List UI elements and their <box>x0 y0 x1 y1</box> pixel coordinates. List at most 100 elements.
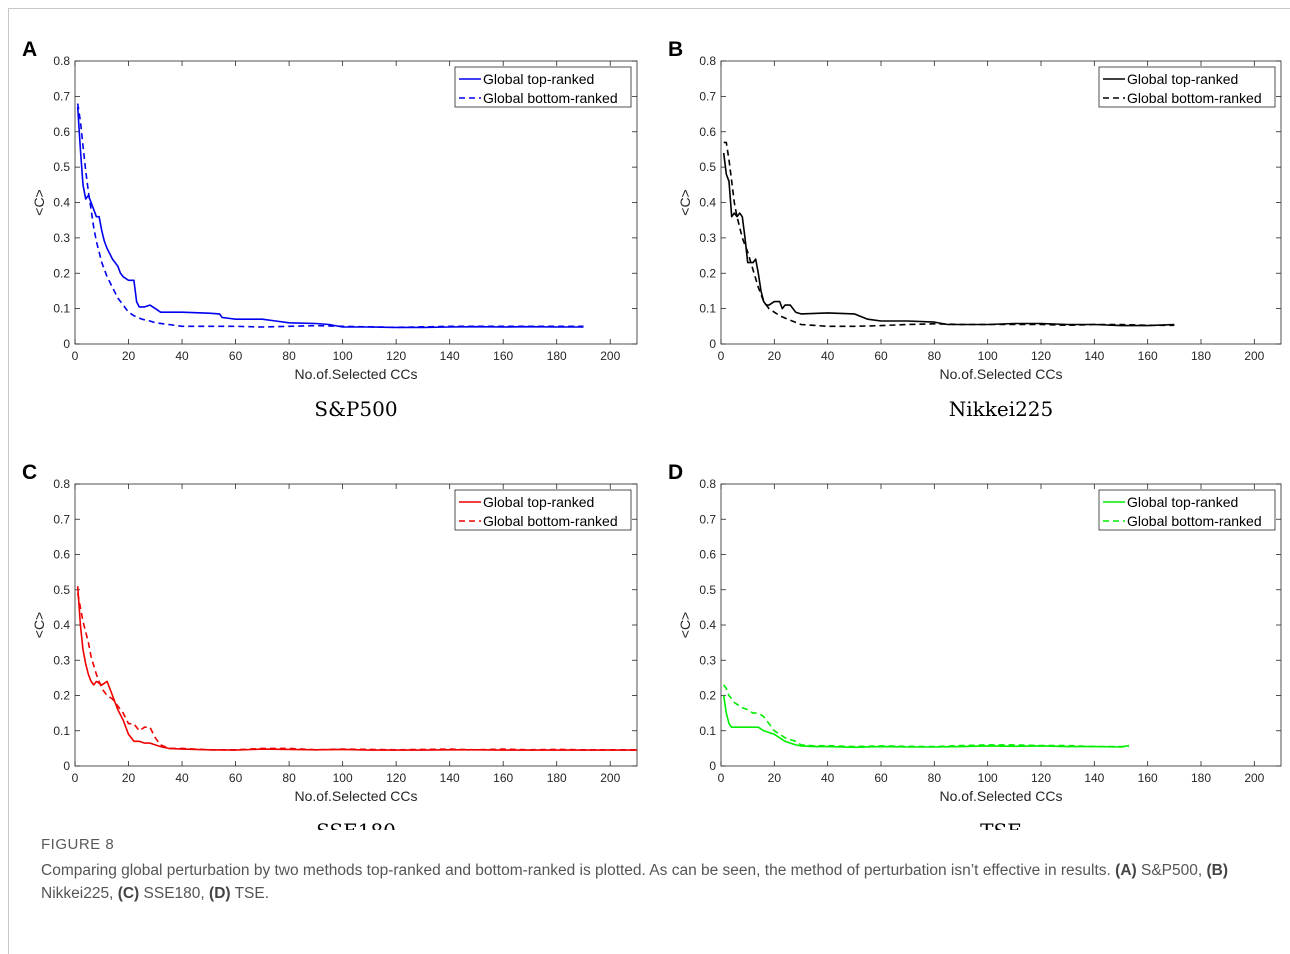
caption-part-d: TSE. <box>234 885 270 902</box>
panel-c-legend-label-top-ranked: Global top-ranked <box>483 494 594 510</box>
panel-a-ytick-label: 0.4 <box>53 196 70 210</box>
panel-a-legend-label-bottom-ranked: Global bottom-ranked <box>483 90 618 106</box>
panel-d-xtick-label: 160 <box>1138 771 1158 785</box>
caption-text: Comparing global perturbation by two met… <box>41 859 1271 905</box>
panel-b-ytick-label: 0.7 <box>699 89 716 103</box>
panel-c-ytick-label: 0 <box>63 759 70 773</box>
panel-c-xtick-label: 160 <box>493 771 513 785</box>
panel-a-xtick-label: 20 <box>122 349 136 363</box>
panel-a: A 0 20 40 60 80 100 120 140 160 180 200 0 0.1 0.2 0.3 0.… <box>22 38 638 421</box>
panel-c-xtick-label: 80 <box>282 771 296 785</box>
panel-c-ylabel: <C> <box>31 612 47 638</box>
panel-b-series-bottom-ranked-line <box>723 141 1175 328</box>
panel-a-ytick-label: 0 <box>63 337 70 351</box>
panel-a-ytick-label: 0.7 <box>53 89 70 103</box>
panel-c-xtick-label: 40 <box>175 771 189 785</box>
panel-d-xtick-label: 100 <box>978 771 998 785</box>
panel-a-axes-box <box>74 60 638 345</box>
panel-b-xtick-label: 160 <box>1138 349 1158 363</box>
panel-a-series-bottom-ranked-line <box>76 103 584 329</box>
caption-tag-c: (C) <box>117 885 140 902</box>
panel-b-ytick-label: 0.1 <box>699 302 716 316</box>
panel-c-xtick-label: 120 <box>386 771 406 785</box>
panel-a-xtick-label: 40 <box>175 349 189 363</box>
panel-d-letter: D <box>668 461 683 484</box>
panel-a-letter: A <box>22 38 37 61</box>
panel-d-ytick-label: 0.5 <box>699 583 716 597</box>
panel-b-ytick-label: 0.5 <box>699 160 716 174</box>
panel-d-legend-label-bottom-ranked: Global bottom-ranked <box>1127 513 1262 529</box>
panel-b-xtick-label: 80 <box>928 349 942 363</box>
panel-a-xtick-label: 160 <box>493 349 513 363</box>
panel-a-xtick-label: 180 <box>547 349 567 363</box>
panel-a-legend-box <box>454 66 632 108</box>
panel-c-ytick-label: 0.7 <box>53 512 70 526</box>
panel-c-xtick-label: 60 <box>229 771 243 785</box>
panel-b-xtick-label: 20 <box>768 349 782 363</box>
panel-b-ytick-label: 0.3 <box>699 231 716 245</box>
panel-b-legend-label-top-ranked: Global top-ranked <box>1127 71 1238 87</box>
panel-c-letter: C <box>22 461 37 484</box>
panel-d-xtick-label: 40 <box>821 771 835 785</box>
panel-c-ytick-label: 0.1 <box>53 724 70 738</box>
panel-a-ytick-label: 0.5 <box>53 160 70 174</box>
panel-d-xtick-label: 140 <box>1084 771 1104 785</box>
panel-c-xtick-label: 0 <box>72 771 79 785</box>
panel-d-ytick-label: 0.4 <box>699 618 716 632</box>
panel-c-ytick-label: 0.5 <box>53 583 70 597</box>
panel-b-legend-box <box>1098 66 1276 108</box>
panel-a-ytick-label: 0.8 <box>53 54 70 68</box>
panel-c: C 0 20 40 60 80 100 120 140 160 180 200 0 0.1 0.2 0.3 0.… <box>22 461 638 830</box>
panel-b-letter: B <box>668 38 683 61</box>
panel-d-legend-label-top-ranked: Global top-ranked <box>1127 494 1238 510</box>
panel-b-series-top-ranked-line <box>722 152 1175 327</box>
caption-part-b: Nikkei225, <box>41 885 114 902</box>
panel-b-ytick-label: 0.2 <box>699 266 716 280</box>
panel-c-ytick-label: 0.2 <box>53 689 70 703</box>
panel-b-xtick-label: 120 <box>1031 349 1051 363</box>
panel-b-xtick-label: 40 <box>821 349 835 363</box>
panel-d-xtick-label: 80 <box>928 771 942 785</box>
panel-c-ytick-label: 0.4 <box>53 618 70 632</box>
panel-d: D 0 20 40 60 80 100 120 140 160 180 200 0 0.1 0.2 0.3 0.… <box>668 461 1282 830</box>
panel-a-xtick-label: 120 <box>386 349 406 363</box>
panel-a-ytick-label: 0.2 <box>53 266 70 280</box>
panel-a-xtick-label: 60 <box>229 349 243 363</box>
panel-a-ytick-label: 0.6 <box>53 125 70 139</box>
panel-b-xtick-label: 100 <box>978 349 998 363</box>
panel-b-ylabel: <C> <box>677 189 693 215</box>
panel-b-ytick-label: 0.4 <box>699 196 716 210</box>
panel-d-subtitle: TSE <box>980 819 1022 830</box>
panel-d-xtick-label: 200 <box>1244 771 1264 785</box>
panel-d-ytick-label: 0.7 <box>699 512 716 526</box>
panel-c-xtick-label: 100 <box>333 771 353 785</box>
frame-left-border <box>8 8 9 954</box>
panel-d-ytick-label: 0.6 <box>699 548 716 562</box>
panel-d-xtick-label: 60 <box>874 771 888 785</box>
figure-label: FIGURE 8 <box>41 836 115 853</box>
panel-a-ytick-label: 0.1 <box>53 302 70 316</box>
panel-a-xtick-label: 200 <box>600 349 620 363</box>
panel-d-ylabel: <C> <box>677 612 693 638</box>
panel-c-legend-label-bottom-ranked: Global bottom-ranked <box>483 513 618 529</box>
panel-d-series-top-ranked-line <box>722 695 1130 749</box>
caption-tag-b: (B) <box>1206 862 1229 879</box>
panel-d-ytick-label: 0.1 <box>699 724 716 738</box>
panel-c-xtick-label: 180 <box>547 771 567 785</box>
figure-charts: A0 20 40 60 80 100 120 140 160 180 20000.10.20.30.… <box>22 38 1282 830</box>
panel-a-ytick-label: 0.3 <box>53 231 70 245</box>
panel-b-ytick-label: 0.8 <box>699 54 716 68</box>
caption-main: Comparing global perturbation by two met… <box>41 862 1111 879</box>
panel-c-ytick-label: 0.8 <box>53 477 70 491</box>
panel-d-xtick-label: 20 <box>768 771 782 785</box>
panel-a-ylabel: <C> <box>31 189 47 215</box>
panel-c-series-bottom-ranked-line <box>76 593 637 751</box>
panel-b-xtick-label: 60 <box>874 349 888 363</box>
panel-c-xlabel: No.of.Selected CCs <box>295 788 418 804</box>
panel-b-ytick-label: 0.6 <box>699 125 716 139</box>
panel-c-subtitle: SSE180 <box>316 819 396 830</box>
panel-a-xlabel: No.of.Selected CCs <box>295 366 418 382</box>
panel-b-ytick-label: 0 <box>709 337 716 351</box>
panel-d-axes-box <box>720 483 1282 767</box>
panel-c-ytick-label: 0.6 <box>53 548 70 562</box>
